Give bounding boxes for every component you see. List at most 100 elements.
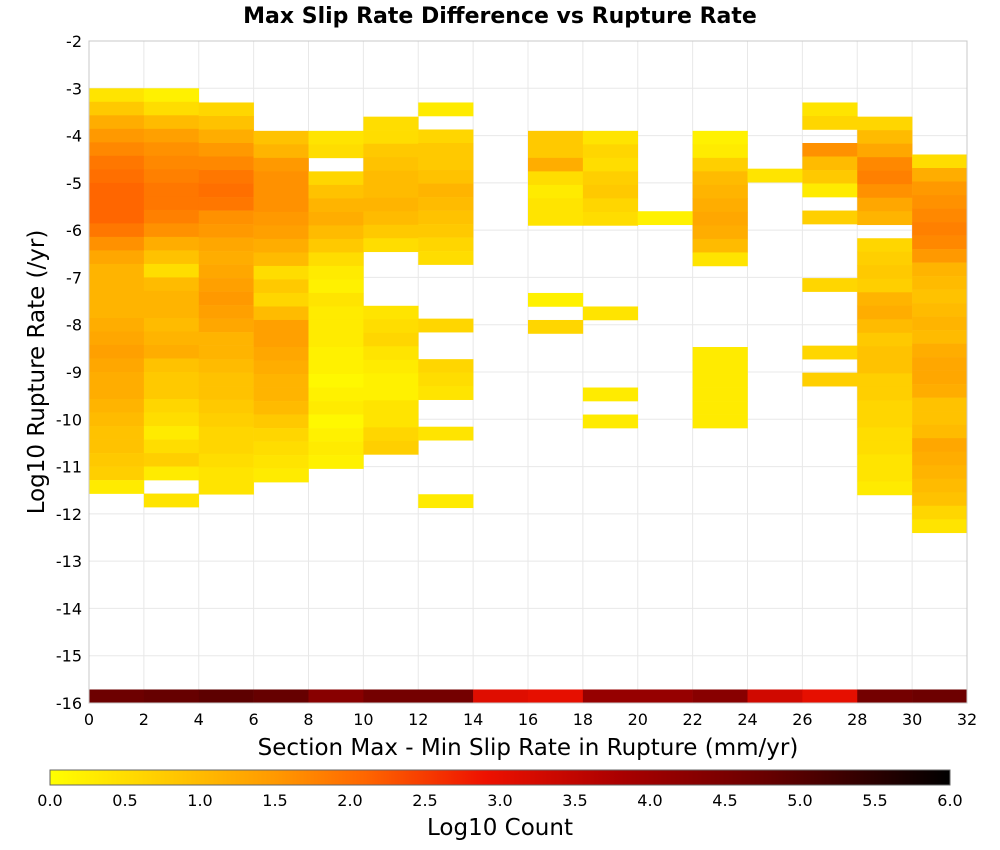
heatmap-cell [198,115,254,130]
y-tick-label: -3 [66,79,82,98]
heatmap-cell [363,319,419,334]
colorbar-tick-label: 3.5 [562,791,587,810]
heatmap-cell [802,156,858,171]
heatmap-cell [308,401,364,415]
heatmap-cell [582,130,639,145]
heatmap-cell [912,451,968,466]
heatmap-cell [89,304,145,319]
heatmap-cell [802,170,858,184]
x-tick-label: 12 [408,710,428,729]
x-tick-label: 18 [573,710,593,729]
x-tick-label: 4 [194,710,204,729]
heatmap-cell [89,439,145,454]
heatmap-cell [802,345,858,360]
heatmap-cell [692,225,748,240]
heatmap-cell [692,198,748,213]
heatmap-cell [89,689,145,703]
heatmap-cell [802,689,858,703]
x-tick-label: 28 [847,710,867,729]
heatmap-cell [253,238,309,253]
heatmap-cell [857,116,913,131]
chart-title: Max Slip Rate Difference vs Rupture Rate [243,4,757,29]
colorbar-tick-label: 2.0 [337,791,362,810]
heatmap-cell [198,237,254,252]
heatmap-cell [143,115,200,130]
heatmap-cell [308,238,364,253]
x-tick-label: 22 [682,710,702,729]
heatmap-cell [253,252,309,267]
heatmap-cell [692,157,748,172]
heatmap-cell [198,332,254,346]
heatmap-cell [89,331,145,346]
heatmap-cell [802,210,858,225]
heatmap-cell [857,454,913,469]
x-tick-labels: 0 2 4 6 8 10 12 14 16 18 20 22 24 26 28 30 32 [84,710,977,729]
heatmap-cell [143,142,200,157]
heatmap-cell [692,130,748,145]
heatmap-cell [692,387,748,402]
heatmap-cell [143,236,200,251]
heatmap-cell [198,480,254,495]
y-tick-label: -11 [56,458,82,477]
heatmap-cell [143,358,200,373]
heatmap-cell [857,373,913,388]
heatmap-cell [308,306,364,321]
heatmap-cell [747,689,803,703]
heatmap-cell [857,332,913,347]
heatmap-cell [912,167,968,182]
heatmap-cell [308,360,364,375]
heatmap-cell [308,374,364,388]
y-tick-label: -8 [66,316,82,335]
heatmap-cell [912,505,968,520]
y-tick-label: -6 [66,221,82,240]
heatmap-cell [308,441,364,456]
heatmap-cell [308,252,364,267]
heatmap-cell [912,424,968,439]
heatmap-cell [418,210,474,225]
heatmap-cell [143,439,200,454]
heatmap-cell [418,143,474,157]
heatmap-cell [143,250,200,265]
heatmap-cell [363,116,419,131]
colorbar-tick-label: 1.5 [262,791,287,810]
x-tick-label: 24 [737,710,757,729]
heatmap-cell [418,102,474,117]
heatmap-cell [912,438,968,452]
heatmap-cell [308,184,364,199]
heatmap-cell [143,317,200,332]
heatmap-cell [89,399,145,413]
heatmap-cell [363,197,419,212]
y-tick-label: -5 [66,174,82,193]
heatmap-cell [418,372,474,387]
heatmap-cell [363,143,419,158]
colorbar-tick-label: 0.0 [37,791,62,810]
heatmap-cell [363,238,419,253]
heatmap-cell [143,344,200,359]
heatmap-cell [253,374,309,388]
heatmap-cell [857,265,913,280]
y-tick-labels: -2 -3 -4 -5 -6 -7 -8 -9 -10 -11 -12 -13 -14 -15 -16 [56,32,82,713]
heatmap-cell [857,197,913,212]
heatmap-cell [418,224,474,238]
heatmap-cell [528,211,584,226]
heatmap-cell [253,387,309,402]
heatmap-cell [308,198,364,213]
heatmap-cell [912,276,968,290]
heatmap-cell [692,144,748,159]
heatmap-cell [89,169,145,184]
heatmap-cell [308,279,364,294]
heatmap-cell [198,440,254,455]
heatmap-cell [857,292,913,307]
heatmap-cell [363,373,419,388]
heatmap-cell [253,468,309,483]
heatmap-cell [692,184,748,199]
heatmap-cell [89,250,145,265]
heatmap-cell [143,88,200,103]
heatmap-cell [912,181,968,196]
heatmap-cell [418,318,474,333]
x-tick-label: 26 [792,710,812,729]
heatmap-cell [582,198,639,213]
heatmap-cell [143,223,200,238]
heatmap-cell [253,346,309,361]
heatmap-cell [198,156,254,171]
